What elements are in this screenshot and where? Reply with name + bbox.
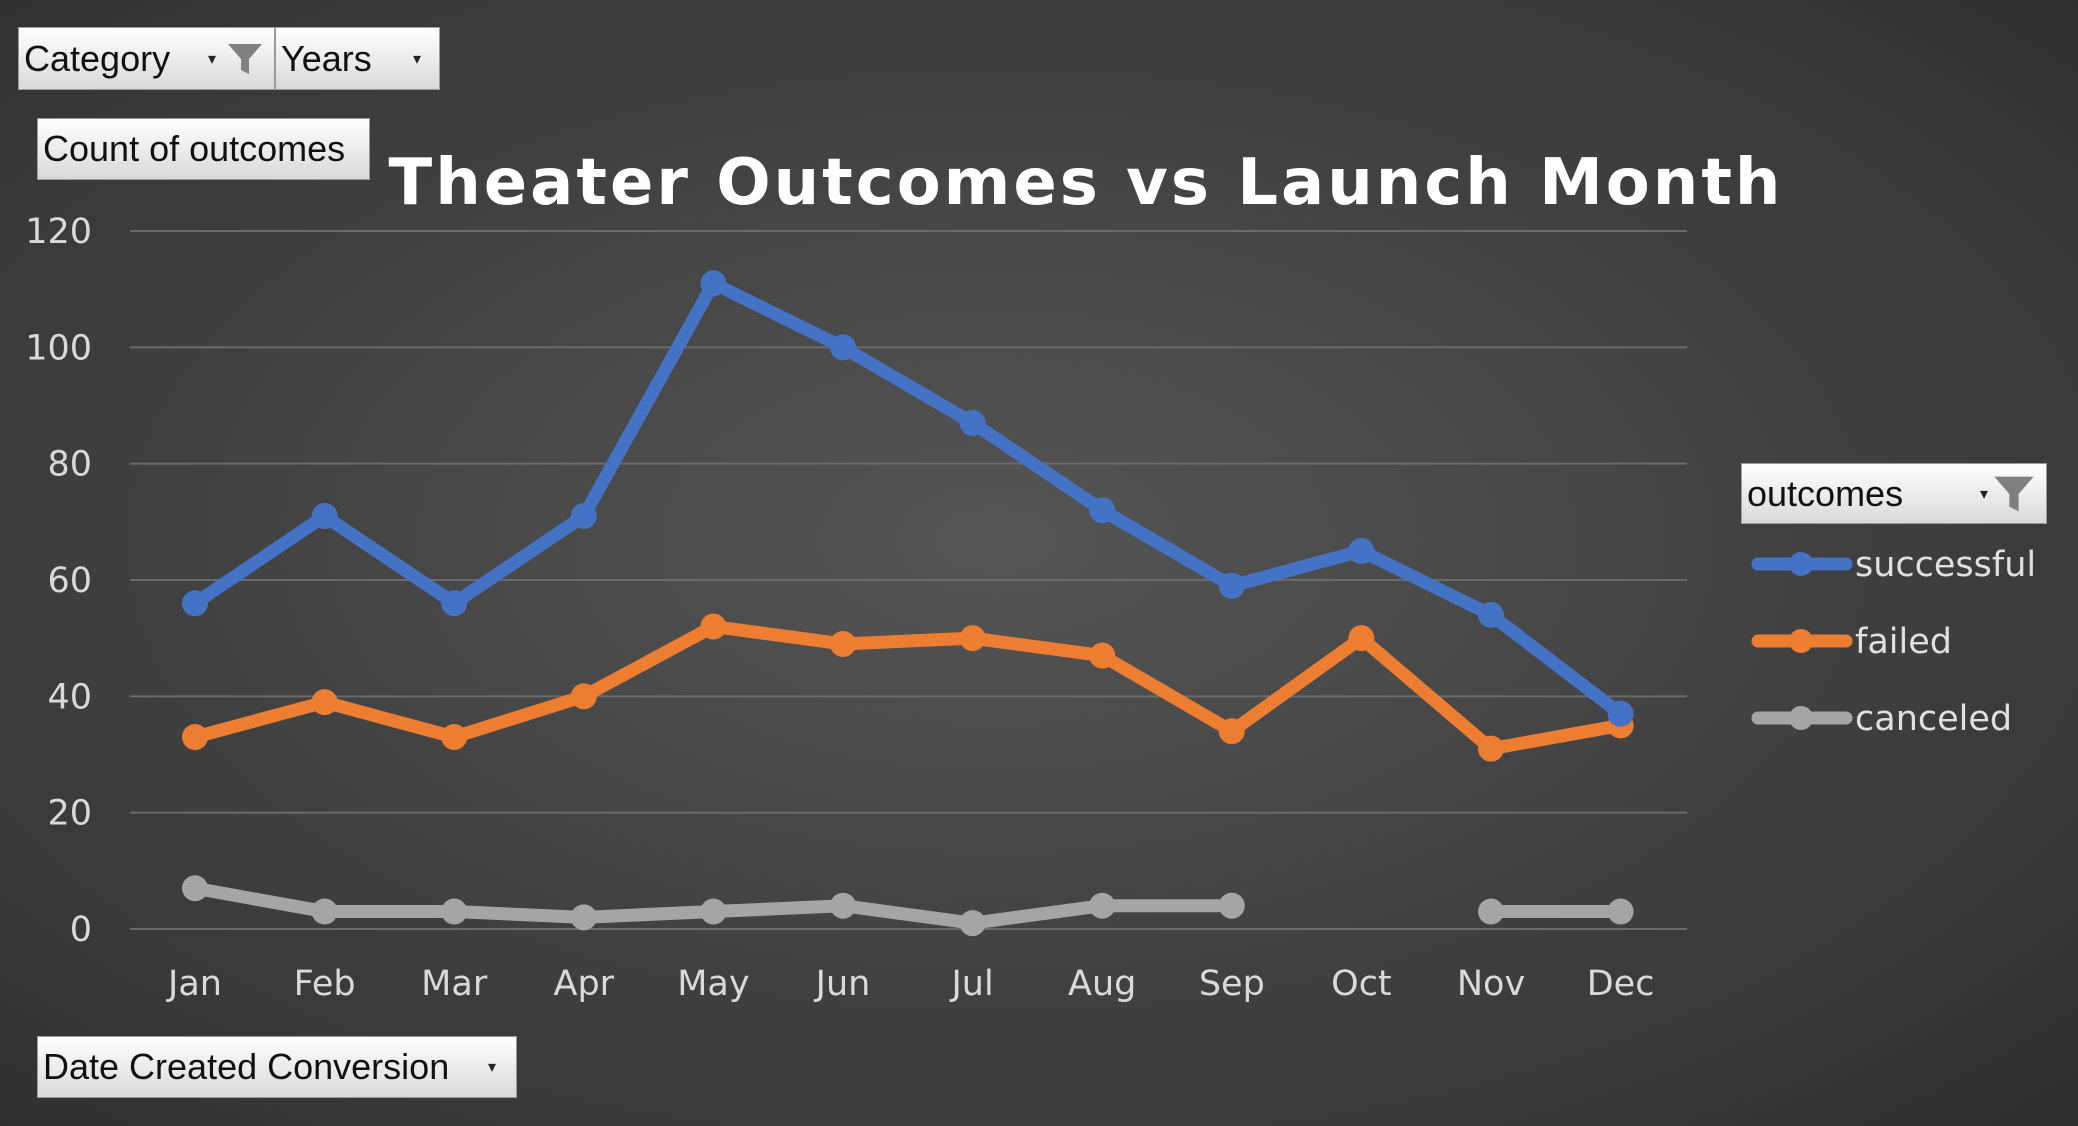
x-tick-label: Oct [1331,964,1392,1004]
chevron-down-icon: ▾ [207,50,216,68]
legend-field-label: outcomes [1747,472,1904,514]
y-tick-label: 0 [70,910,92,950]
years-filter-button[interactable]: Years ▾ [275,27,440,90]
grid-lines [130,230,1687,930]
y-tick-label: 40 [47,677,92,717]
legend-label: canceled [1855,699,2012,739]
data-point [1348,625,1375,652]
data-point [182,590,208,617]
data-point [959,625,986,652]
x-tick-label: Jun [814,964,871,1004]
data-point [1478,601,1504,628]
data-point [570,683,597,710]
y-axis-ticks: 0 20 40 60 80 100 120 [25,212,92,950]
data-point [830,334,856,361]
funnel-icon [1994,476,2034,511]
data-point [1089,892,1116,919]
data-point [311,689,338,716]
data-point [441,898,468,925]
axis-field-button[interactable]: Date Created Conversion ▾ [37,1036,517,1098]
data-point [182,724,208,751]
data-point [1478,735,1504,762]
legend-label: failed [1855,622,1952,662]
legend-swatch-marker [1789,706,1813,730]
category-filter-button[interactable]: Category ▾ [18,27,275,90]
x-tick-label: Jul [949,964,993,1004]
data-point [1218,572,1245,599]
legend-item-successful[interactable]: successful [1751,545,2036,585]
x-tick-label: Nov [1457,964,1525,1004]
data-point [1478,898,1504,925]
x-tick-label: Aug [1068,964,1136,1004]
data-point [311,503,338,530]
data-point [700,613,727,640]
years-filter-label: Years [281,37,372,79]
x-tick-label: May [677,964,749,1004]
x-tick-label: Apr [554,964,615,1004]
data-point [700,898,727,925]
legend-item-canceled[interactable]: canceled [1751,699,2012,739]
funnel-icon [228,43,262,74]
axis-field-label: Date Created Conversion [43,1046,450,1087]
data-point [959,910,986,937]
data-point [1607,898,1634,925]
data-point [700,270,727,297]
legend: successful failed canceled [1751,545,2036,739]
data-point [1607,700,1634,727]
x-tick-label: Mar [421,964,488,1004]
data-point [1218,718,1245,745]
series-lines [182,270,1634,937]
data-point [830,630,856,657]
y-tick-label: 60 [47,561,92,601]
series-failed [182,613,1634,762]
legend-label: successful [1855,545,2036,585]
data-point [570,503,597,530]
chevron-down-icon: ▾ [412,50,421,68]
category-filter-label: Category [24,37,171,79]
legend-field-button[interactable]: outcomes ▾ [1741,463,2047,524]
chevron-down-icon: ▾ [1979,485,1988,503]
y-tick-label: 20 [47,794,92,834]
data-point [182,875,208,902]
x-axis-ticks: Jan Feb Mar Apr May Jun Jul Aug Sep Oct Nov Dec [166,964,1654,1004]
chart-title: Theater Outcomes vs Launch Month [389,146,1784,220]
series-line [188,276,1628,721]
y-tick-label: 120 [25,212,92,252]
data-point [1089,497,1116,524]
y-tick-label: 80 [47,445,92,485]
y-tick-label: 100 [25,328,92,368]
series-successful [182,270,1634,727]
legend-swatch-marker [1789,552,1813,576]
x-tick-label: Dec [1587,964,1655,1004]
data-point [830,892,856,919]
x-tick-label: Sep [1199,964,1265,1004]
chevron-down-icon: ▾ [487,1059,496,1076]
data-point [1089,642,1116,669]
data-point [441,590,468,617]
x-tick-label: Jan [166,964,222,1004]
series-line [188,620,1628,756]
x-tick-label: Feb [294,964,356,1004]
values-field-label: Count of outcomes [43,128,346,169]
data-point [959,409,986,436]
data-point [311,898,338,925]
legend-item-failed[interactable]: failed [1751,622,1952,662]
data-point [570,904,597,931]
data-point [1348,537,1375,564]
data-point [441,724,468,751]
series-canceled [182,875,1634,937]
values-field-button[interactable]: Count of outcomes [37,118,370,180]
data-point [1218,892,1245,919]
legend-swatch-marker [1789,629,1813,653]
